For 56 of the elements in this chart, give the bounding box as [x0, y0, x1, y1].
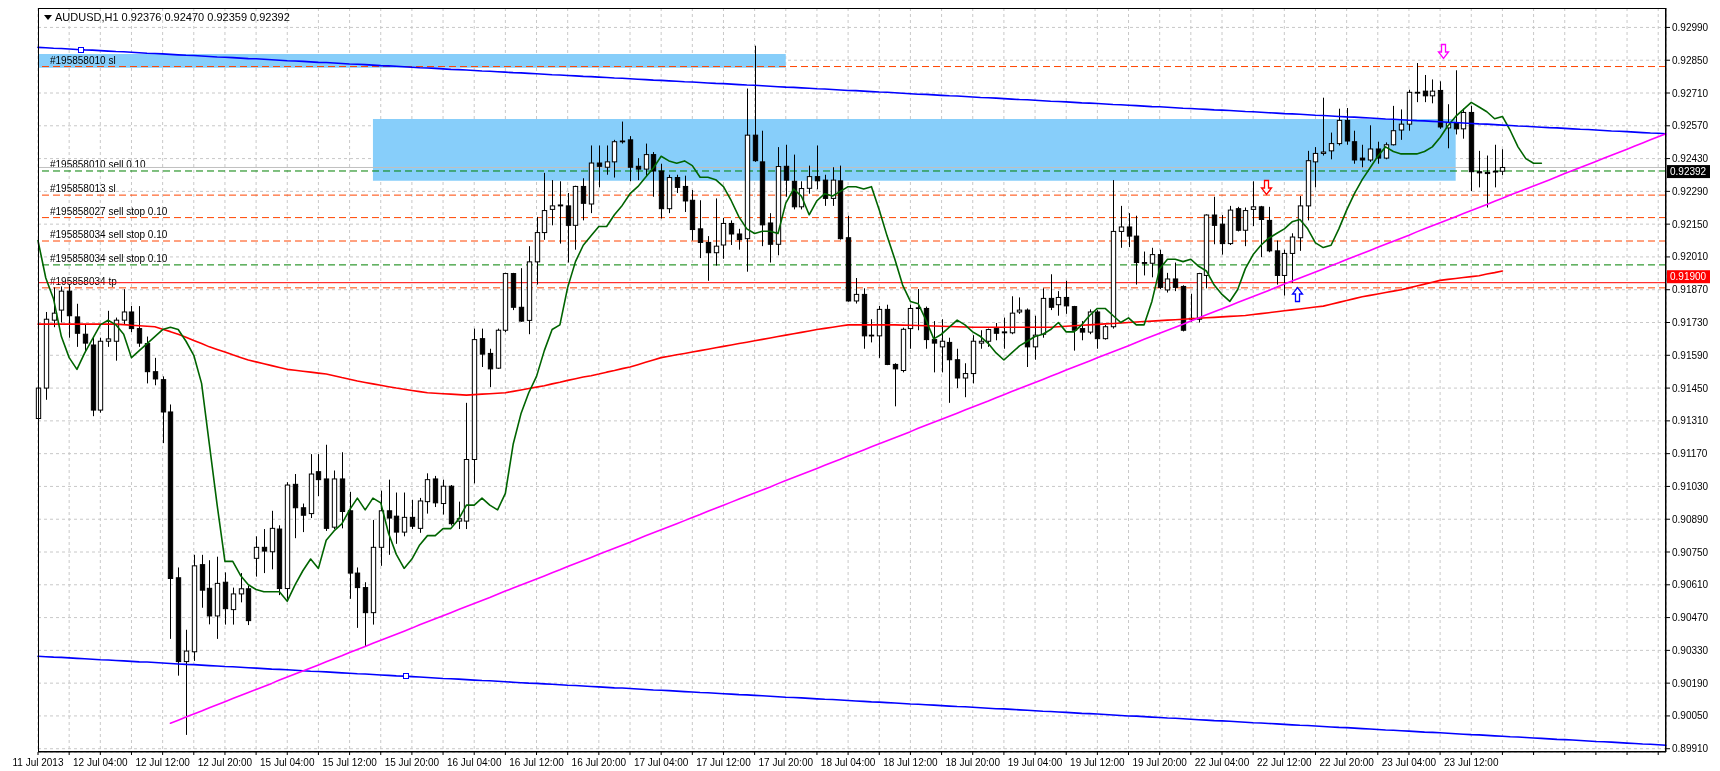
ref-line-label: #195858027 sell stop 0.10: [50, 205, 168, 217]
y-tick-label: 0.92850: [1672, 54, 1709, 66]
y-tick-label: 0.92010: [1672, 251, 1709, 263]
ref-line-label: #195858010 sl: [50, 54, 116, 66]
y-tick-label: 0.91450: [1672, 382, 1709, 394]
x-tick-label: 15 Jul 12:00: [322, 757, 378, 768]
y-tick-label: 0.90330: [1672, 644, 1709, 656]
x-tick-label: 18 Jul 20:00: [945, 757, 1001, 768]
ref-line-label: 0.92392: [1670, 166, 1707, 178]
y-tick-label: 0.92990: [1672, 21, 1709, 33]
x-tick-label: 16 Jul 20:00: [571, 757, 627, 768]
y-tick-label: 0.90750: [1672, 546, 1709, 558]
y-tick-label: 0.91030: [1672, 480, 1709, 492]
y-tick-label: 0.89910: [1672, 743, 1709, 755]
y-tick-label: 0.90890: [1672, 513, 1709, 525]
x-tick-label: 12 Jul 20:00: [197, 757, 253, 768]
y-tick-label: 0.91730: [1672, 317, 1709, 329]
x-tick-label: 22 Jul 04:00: [1194, 757, 1250, 768]
x-tick-label: 22 Jul 12:00: [1257, 757, 1312, 768]
x-tick-label: 18 Jul 04:00: [820, 757, 876, 768]
y-tick-label: 0.92570: [1672, 120, 1709, 132]
x-tick-label: 15 Jul 20:00: [384, 757, 440, 768]
y-tick-label: 0.91310: [1672, 415, 1709, 427]
x-tick-label: 16 Jul 12:00: [509, 757, 565, 768]
ref-line-label: #195858010 sell 0.10: [50, 158, 147, 170]
y-tick-label: 0.92290: [1672, 185, 1709, 197]
y-tick-label: 0.90050: [1672, 710, 1709, 722]
ref-line-label: #195858034 sell stop 0.10: [50, 229, 168, 241]
x-tick-label: 15 Jul 04:00: [260, 757, 315, 768]
y-tick-label: 0.90190: [1672, 677, 1709, 689]
x-tick-label: 18 Jul 12:00: [883, 757, 939, 768]
y-tick-label: 0.91870: [1672, 284, 1709, 296]
x-tick-label: 23 Jul 12:00: [1444, 757, 1499, 768]
y-tick-label: 0.92150: [1672, 218, 1709, 230]
y-tick-label: 0.90610: [1672, 579, 1709, 591]
y-tick-label: 0.92430: [1672, 153, 1709, 165]
x-tick-label: 23 Jul 04:00: [1381, 757, 1437, 768]
x-tick-label: 19 Jul 04:00: [1007, 757, 1063, 768]
chart-title: AUDUSD,H1 0.92376 0.92470 0.92359 0.92392: [55, 11, 290, 24]
ref-line-label: #195858013 sl: [50, 183, 116, 195]
y-tick-label: 0.90470: [1672, 612, 1709, 624]
x-tick-label: 17 Jul 20:00: [758, 757, 814, 768]
x-tick-label: 19 Jul 12:00: [1070, 757, 1126, 768]
x-tick-label: 12 Jul 12:00: [135, 757, 191, 768]
x-tick-label: 12 Jul 04:00: [73, 757, 128, 768]
x-tick-label: 17 Jul 04:00: [633, 757, 689, 768]
y-tick-label: 0.91590: [1672, 349, 1709, 361]
y-tick-label: 0.92710: [1672, 87, 1709, 99]
x-tick-label: 19 Jul 20:00: [1132, 757, 1188, 768]
x-tick-label: 17 Jul 12:00: [696, 757, 752, 768]
ref-line-label: 0.91900: [1670, 271, 1707, 283]
x-tick-label: 16 Jul 04:00: [446, 757, 502, 768]
x-tick-label: 11 Jul 2013: [12, 757, 64, 768]
ref-line-label: #195858034 sell stop 0.10: [50, 252, 168, 264]
x-tick-label: 22 Jul 20:00: [1319, 757, 1375, 768]
y-tick-label: 0.91170: [1672, 448, 1708, 460]
